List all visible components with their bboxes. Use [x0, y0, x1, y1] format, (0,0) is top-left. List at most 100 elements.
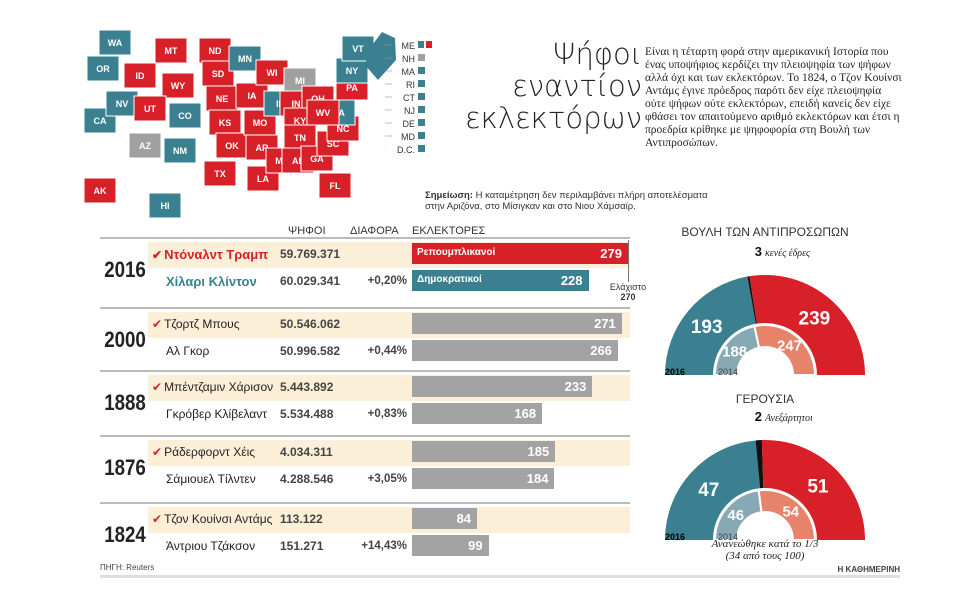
vote-difference: +14,43%	[361, 540, 407, 552]
legend-swatch	[418, 119, 425, 126]
candidate-name-text: Ράδερφορντ Χέις	[164, 445, 256, 459]
note-label: Σημείωση:	[425, 190, 473, 201]
candidate-name-text: Τζορτζ Μπους	[164, 317, 240, 331]
state-label: TX	[214, 169, 226, 179]
candidate-name: Άντριου Τζάκσον	[166, 539, 255, 553]
outer-year-label: 2016	[665, 367, 685, 377]
other-seats-value: 3	[755, 244, 762, 259]
state-label: HI	[161, 201, 170, 211]
candidate-name: Αλ Γκορ	[166, 344, 209, 358]
candidate-name-text: Αλ Γκορ	[166, 344, 210, 358]
group-divider	[100, 237, 630, 239]
header-electors: ΕΚΛΕΚΤΟΡΕΣ	[412, 225, 486, 237]
electors-bar: 84	[412, 508, 478, 529]
seat-arc-2016-dem	[665, 440, 761, 540]
minimum-line	[628, 240, 629, 282]
state-label: VT	[352, 44, 364, 54]
candidate-name-text: Μπέντζαμιν Χάρισον	[164, 380, 274, 394]
popular-votes: 4.034.311	[280, 445, 333, 459]
state-label: AZ	[139, 141, 151, 151]
state-label: OK	[225, 141, 239, 151]
legend-state-label: MD	[401, 132, 415, 142]
winner-check-icon: ✔	[152, 445, 163, 459]
state-ME-shape	[365, 32, 396, 80]
state-AK	[83, 177, 117, 204]
electors-bar: 184	[412, 468, 555, 489]
legend-swatch	[418, 132, 425, 139]
group-divider	[100, 435, 630, 437]
seat-arc-2016-other	[755, 440, 764, 489]
state-label: NV	[116, 99, 129, 109]
state-label: MI	[295, 76, 305, 86]
note-text: Η καταμέτρηση δεν περιλαμβάνει πλήρη απο…	[425, 190, 708, 212]
state-label: WV	[316, 108, 331, 118]
candidate-name-text: Χίλαρι Κλίντον	[166, 274, 257, 289]
state-label: OR	[96, 64, 110, 74]
winner-highlight	[148, 507, 630, 533]
seat-value-2014: 54	[782, 504, 799, 521]
seat-value-2014: 188	[722, 344, 747, 361]
candidate-name-text: Άντριου Τζάκσον	[166, 539, 256, 553]
state-OK	[215, 132, 249, 159]
legend-state-label: NJ	[404, 106, 415, 116]
legend-swatch	[418, 80, 425, 87]
electors-bar: 233	[412, 376, 593, 397]
legend-state-label: D.C.	[397, 145, 415, 155]
legend-state-label: NH	[402, 54, 415, 64]
state-NY	[335, 57, 369, 84]
electors-bar: 99	[412, 535, 489, 556]
popular-votes: 60.029.341	[280, 274, 341, 288]
state-label: WY	[171, 81, 186, 91]
popular-votes: 50.546.062	[280, 317, 341, 331]
candidate-name: Γκρόβερ Κλίβελαντ	[166, 407, 267, 421]
candidate-name: ✔ Μπέντζαμιν Χάρισον	[152, 380, 273, 394]
other-seats-label: κενές έδρες	[765, 248, 811, 259]
winner-check-icon: ✔	[152, 248, 163, 262]
outer-year-label: 2016	[665, 532, 685, 542]
group-divider	[100, 307, 630, 309]
seat-arc-2016-other	[747, 276, 757, 324]
seat-arc-2014-rep	[753, 324, 817, 376]
state-label: SD	[212, 69, 225, 79]
year-label: 2000	[104, 327, 146, 352]
state-label: ID	[136, 71, 146, 81]
legend-swatch	[418, 93, 425, 100]
group-divider	[100, 502, 630, 504]
vote-difference: +0,83%	[367, 408, 407, 420]
note: Σημείωση: Η καταμέτρηση δεν περιλαμβάνει…	[425, 190, 725, 212]
state-label: IA	[248, 91, 258, 101]
popular-votes: 4.288.546	[280, 472, 334, 486]
state-label: OH	[311, 94, 325, 104]
source: ΠΗΓΗ: Reuters	[100, 563, 155, 572]
state-CO	[168, 102, 202, 129]
year-label: 1888	[104, 390, 146, 415]
bar-party-label: Ρεπουμπλικανοί	[417, 247, 496, 258]
bar-value: 233	[564, 379, 587, 394]
popular-votes: 5.534.488	[280, 407, 334, 421]
bar-value: 184	[526, 471, 549, 486]
seat-arc-2014-rep	[757, 489, 817, 541]
legend-state-label: DE	[402, 119, 415, 129]
legend-state-label: RI	[406, 80, 415, 90]
winner-check-icon: ✔	[152, 512, 163, 526]
bar-value: 84	[456, 511, 472, 526]
state-label: IN	[292, 99, 301, 109]
electors-bar: 271	[412, 313, 622, 334]
popular-votes: 50.996.582	[280, 344, 341, 358]
bar-value: 279	[600, 246, 622, 261]
state-label: AK	[94, 186, 107, 196]
state-label: MT	[165, 46, 178, 56]
state-label: WA	[108, 38, 123, 48]
state-label: NY	[346, 66, 359, 76]
house-title: ΒΟΥΛΗ ΤΩΝ ΑΝΤΙΠΡΟΣΩΠΩΝ	[681, 225, 849, 239]
seat-value: 51	[807, 476, 829, 497]
group-divider	[100, 370, 630, 372]
state-label: MO	[253, 118, 268, 128]
state-label: GA	[310, 154, 324, 164]
footer-divider	[100, 575, 900, 578]
candidate-name: ✔ Ντόναλντ Τραμπ	[152, 247, 268, 262]
candidate-name: ✔ Ράδερφορντ Χέις	[152, 445, 255, 459]
candidate-name: ✔ Τζορτζ Μπους	[152, 317, 240, 331]
state-label: PA	[346, 83, 358, 93]
legend-swatch	[418, 54, 425, 61]
